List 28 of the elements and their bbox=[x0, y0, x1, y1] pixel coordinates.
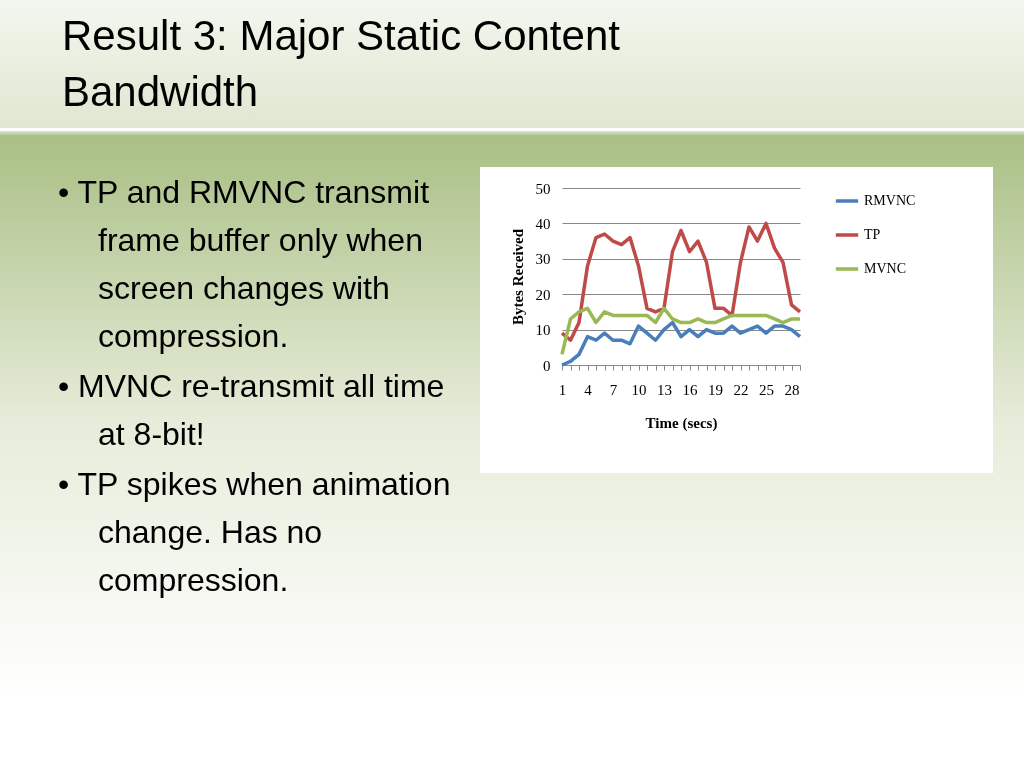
x-tick-label: 22 bbox=[733, 381, 749, 398]
y-tick-label: 40 bbox=[535, 215, 551, 232]
x-tick-label: 1 bbox=[558, 381, 567, 398]
legend-label: TP bbox=[864, 227, 881, 242]
x-tick-label: 25 bbox=[759, 381, 774, 398]
text: • TP spikes when animation change. Has no compression. bbox=[58, 465, 452, 600]
line-series bbox=[560, 221, 802, 342]
y-axis-title: Bytes Received bbox=[509, 228, 526, 326]
line-series bbox=[560, 320, 802, 367]
y-tick-label: 30 bbox=[535, 251, 551, 268]
x-tick-label: 4 bbox=[584, 381, 593, 398]
legend-label: RMVNC bbox=[864, 193, 916, 208]
x-tick-label: 19 bbox=[708, 381, 723, 398]
x-tick-label: 7 bbox=[609, 381, 618, 398]
x-tick-label: 13 bbox=[657, 381, 672, 398]
text: • TP and RMVNC transmit frame buffer only when screen changes with compression. bbox=[58, 173, 430, 356]
text: • MVNC re-transmit all time at 8-bit! bbox=[58, 367, 446, 454]
y-tick-label: 20 bbox=[535, 286, 551, 303]
line-series bbox=[560, 306, 802, 357]
x-axis-title: Time (secs) bbox=[645, 414, 718, 432]
chart-title: Result 3: Major Static Content Bandwidth bbox=[62, 11, 621, 117]
y-tick-label: 10 bbox=[535, 322, 551, 339]
x-tick-label: 28 bbox=[784, 381, 800, 398]
y-tick-label: 50 bbox=[535, 180, 551, 197]
legend-label: MVNC bbox=[864, 261, 907, 276]
x-tick-label: 16 bbox=[682, 381, 698, 398]
y-tick-label: 0 bbox=[543, 357, 551, 374]
x-tick-label: 10 bbox=[631, 381, 647, 398]
